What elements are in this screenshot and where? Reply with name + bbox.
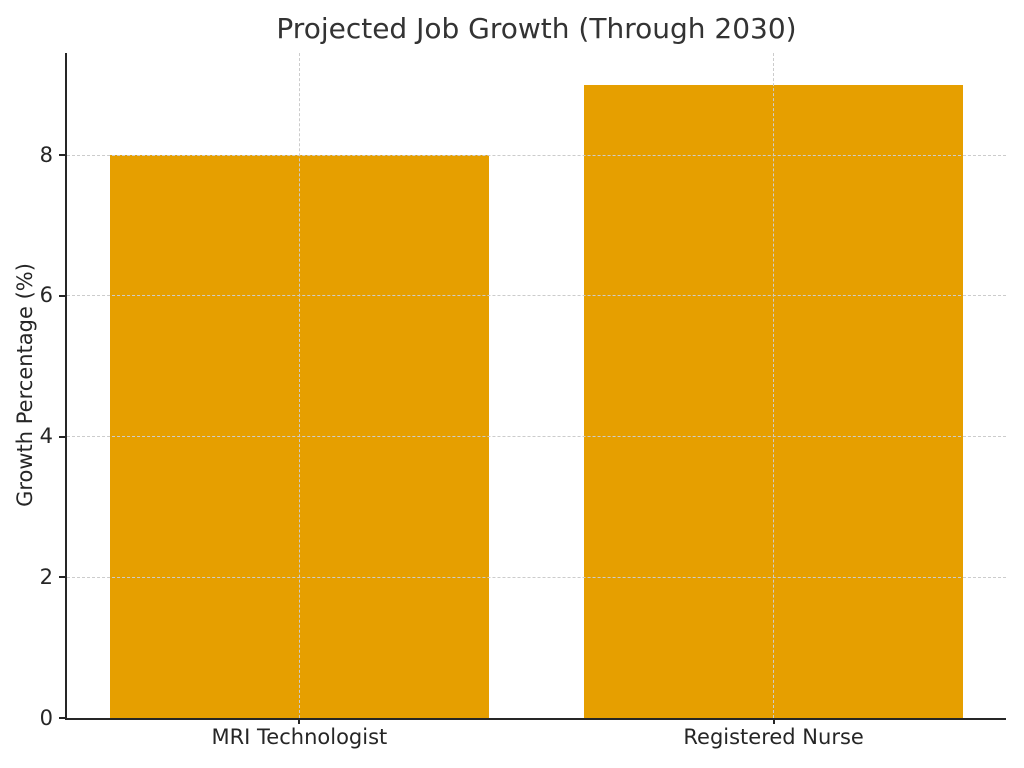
- y-tick-label: 6: [39, 283, 53, 308]
- plot-area: 0 2 4 6 8 MRI Technologist Registered Nurse: [40, 53, 1006, 749]
- y-gridline: [67, 295, 1006, 297]
- y-tick-mark: [59, 154, 65, 157]
- x-tick-mark: [298, 718, 301, 724]
- y-gridline: [67, 154, 1006, 156]
- y-tick-label: 8: [39, 142, 53, 167]
- y-gridline: [67, 576, 1006, 578]
- y-axis-spine: [65, 53, 67, 718]
- x-tick-label: MRI Technologist: [211, 725, 388, 749]
- y-tick-label: 4: [39, 424, 53, 449]
- y-gridline: [67, 436, 1006, 438]
- y-tick-mark: [59, 576, 65, 579]
- y-tick-mark: [59, 717, 65, 719]
- x-tick-mark: [772, 718, 775, 724]
- chart-title: Projected Job Growth (Through 2030): [276, 12, 797, 45]
- x-gridline: [298, 53, 300, 718]
- y-tick-label: 2: [39, 564, 53, 589]
- y-tick-label: 0: [39, 705, 53, 730]
- x-tick-label: Registered Nurse: [683, 725, 864, 749]
- x-axis-spine: [65, 718, 1006, 720]
- y-tick-mark: [59, 435, 65, 438]
- x-gridline: [773, 53, 775, 718]
- y-tick-mark: [59, 294, 65, 297]
